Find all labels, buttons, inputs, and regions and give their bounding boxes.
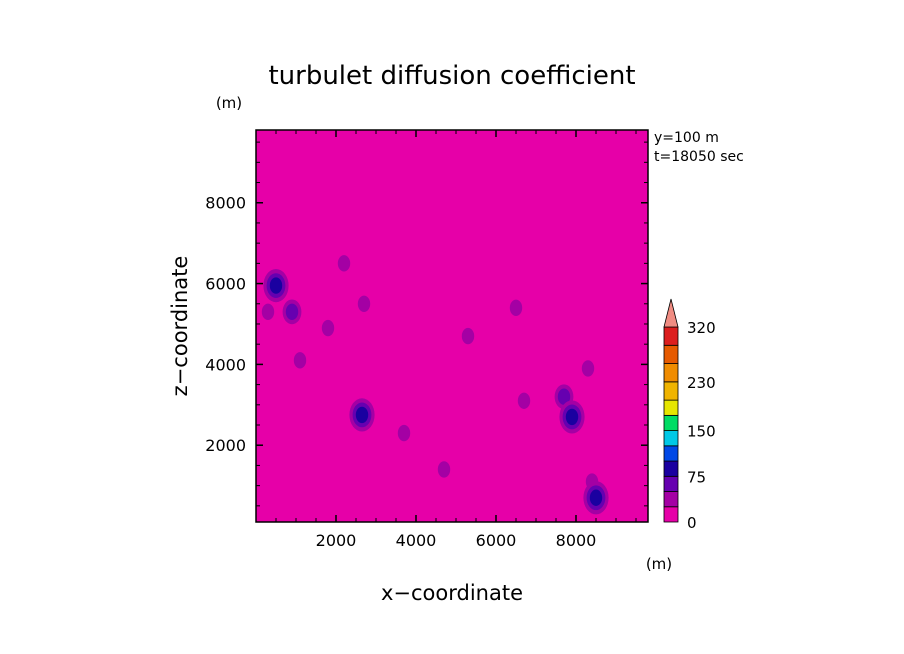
y-ticks: 2000 4000 6000 8000	[205, 141, 648, 507]
contour-level-3	[565, 408, 579, 426]
contour-features	[261, 255, 609, 515]
contour-feature	[461, 327, 475, 345]
colorbar-segment	[663, 414, 679, 431]
contour-feature	[397, 424, 411, 442]
colorbar: 0 75 150 230 320	[663, 298, 716, 532]
annotation-y: y=100 m	[654, 130, 719, 146]
plot-area: 2000 4000 6000 8000 2000 4000 6000 8000	[205, 129, 649, 550]
y-tick-label: 4000	[205, 355, 246, 374]
contour-level-2	[285, 303, 299, 321]
colorbar-segment	[663, 326, 679, 346]
y-unit-label: (m)	[216, 94, 242, 112]
colorbar-segment	[663, 363, 679, 383]
colorbar-segment	[663, 475, 679, 492]
plot-frame	[255, 129, 649, 523]
contour-level-1	[397, 424, 411, 442]
contour-feature	[321, 319, 335, 337]
contour-level-2	[557, 388, 571, 405]
contour-level-1	[461, 327, 475, 345]
contour-level-1	[437, 461, 451, 478]
contour-feature	[337, 255, 351, 272]
colorbar-label: 0	[687, 514, 697, 532]
contour-feature	[517, 392, 531, 409]
contour-feature	[282, 299, 302, 325]
contour-feature	[261, 303, 275, 321]
contour-level-3	[589, 489, 603, 506]
contour-level-3	[355, 406, 369, 424]
y-axis-label: z−coordinate	[168, 256, 192, 397]
contour-level-1	[581, 360, 595, 377]
colorbar-segment	[663, 430, 679, 447]
colorbar-segment	[663, 460, 679, 477]
colorbar-label: 75	[687, 468, 706, 486]
colorbar-segment	[663, 381, 679, 401]
contour-feature	[559, 400, 585, 434]
colorbar-extend-triangle	[663, 298, 679, 328]
contour-feature	[509, 299, 523, 317]
contour-level-1	[337, 255, 351, 272]
colorbar-segment	[663, 445, 679, 462]
x-axis-label: x−coordinate	[381, 581, 523, 605]
annotation-t: t=18050 sec	[654, 149, 744, 165]
x-tick-label: 4000	[396, 531, 437, 550]
contour-level-1	[293, 352, 307, 369]
contour-level-1	[261, 303, 275, 321]
contour-feature	[357, 295, 371, 312]
contour-level-1	[321, 319, 335, 337]
contour-feature	[583, 481, 609, 515]
contour-feature	[263, 268, 289, 303]
x-tick-label: 8000	[556, 531, 597, 550]
colorbar-label: 150	[687, 423, 716, 441]
y-tick-label: 6000	[205, 275, 246, 294]
colorbar-segment	[663, 344, 679, 364]
plot-background	[256, 130, 648, 522]
contour-level-1	[509, 299, 523, 317]
x-tick-label: 2000	[316, 531, 357, 550]
contour-feature	[349, 398, 375, 432]
colorbar-segment	[663, 399, 679, 416]
colorbar-segment	[663, 491, 679, 508]
contour-feature	[437, 461, 451, 478]
y-tick-label: 8000	[205, 194, 246, 213]
y-tick-label: 2000	[205, 436, 246, 455]
chart-title: turbulet diffusion coefficient	[268, 61, 635, 91]
x-ticks: 2000 4000 6000 8000	[275, 130, 637, 550]
x-unit-label: (m)	[646, 555, 672, 573]
colorbar-segment	[663, 506, 679, 523]
colorbar-label: 320	[687, 319, 716, 337]
x-tick-label: 6000	[476, 531, 517, 550]
colorbar-label: 230	[687, 374, 716, 392]
contour-feature	[581, 360, 595, 377]
contour-feature	[293, 352, 307, 369]
contour-level-1	[357, 295, 371, 312]
contour-level-3	[269, 277, 283, 294]
contour-level-1	[517, 392, 531, 409]
